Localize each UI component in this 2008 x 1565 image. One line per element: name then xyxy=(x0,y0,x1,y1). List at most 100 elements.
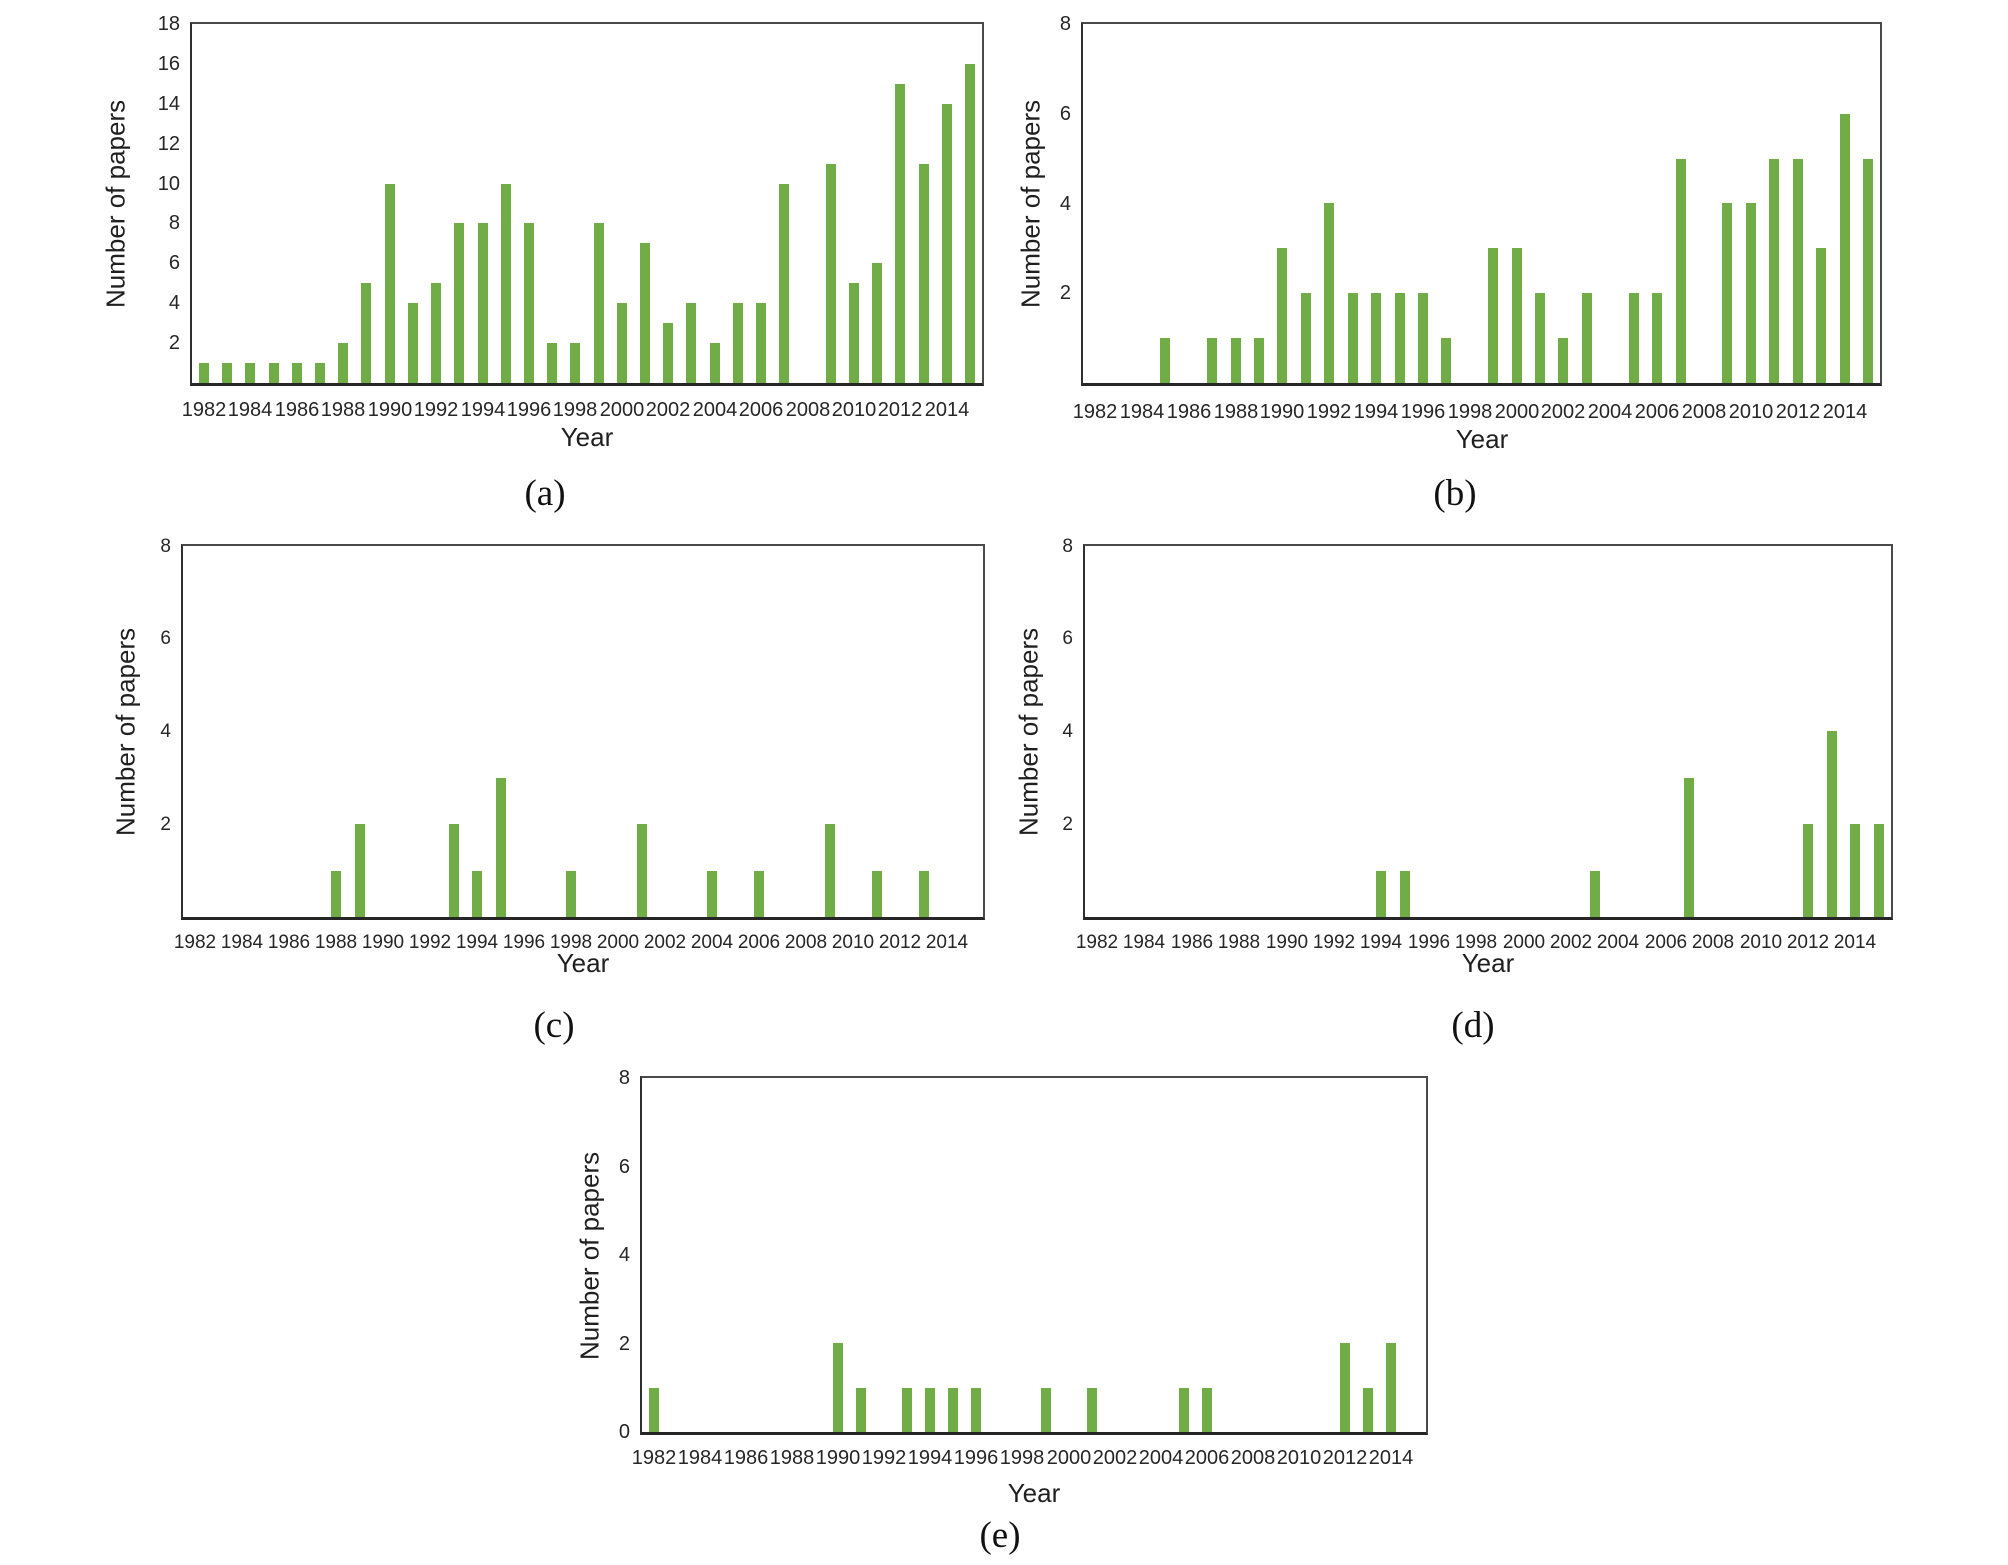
x-tick-label: 2010 xyxy=(831,399,877,421)
bar-a-1993 xyxy=(454,223,464,383)
x-tick-label: 1984 xyxy=(220,932,264,953)
x-tick-label: 2000 xyxy=(1502,932,1546,953)
subplot-caption-a: (a) xyxy=(524,473,566,514)
x-tick-label: 1988 xyxy=(1213,401,1259,423)
x-tick-label: 1984 xyxy=(227,399,273,421)
x-tick-label: 2002 xyxy=(645,399,691,421)
bar-e-1991 xyxy=(856,1388,866,1432)
bar-a-1987 xyxy=(315,363,325,383)
x-tick-label: 1998 xyxy=(552,399,598,421)
y-tick-label: 6 xyxy=(1059,103,1071,125)
y-tick-label: 14 xyxy=(157,93,180,115)
subplot-caption-b: (b) xyxy=(1433,473,1477,514)
x-tick-label: 2008 xyxy=(1691,932,1735,953)
x-tick-label: 2004 xyxy=(1138,1447,1184,1469)
y-tick-label: 6 xyxy=(1062,628,1073,649)
x-tick-label: 2006 xyxy=(1184,1447,1230,1469)
bar-c-1989 xyxy=(355,824,365,917)
x-tick-label: 2004 xyxy=(1587,401,1633,423)
bar-a-1999 xyxy=(594,223,604,383)
bar-a-1998 xyxy=(570,343,580,383)
x-tick-label: 1988 xyxy=(1217,932,1261,953)
bar-a-1984 xyxy=(245,363,255,383)
x-tick-label: 2004 xyxy=(1596,932,1640,953)
x-tick-label: 2014 xyxy=(1368,1447,1414,1469)
bar-c-2004 xyxy=(707,871,717,917)
bar-b-1996 xyxy=(1418,293,1428,383)
x-tick-label: 2014 xyxy=(1822,401,1868,423)
bar-b-2012 xyxy=(1793,159,1803,383)
plot-area-c xyxy=(181,544,985,920)
subplot-caption-c: (c) xyxy=(533,1005,575,1046)
y-tick-label: 4 xyxy=(168,292,180,314)
x-tick-label: 2002 xyxy=(1540,401,1586,423)
bar-c-2009 xyxy=(825,824,835,917)
x-tick-label: 1982 xyxy=(173,932,217,953)
x-tick-label: 1992 xyxy=(861,1447,907,1469)
y-tick-label: 10 xyxy=(157,173,180,195)
y-tick-label: 2 xyxy=(168,332,180,354)
bar-b-1994 xyxy=(1371,293,1381,383)
bar-b-2002 xyxy=(1558,338,1568,383)
bar-a-1989 xyxy=(361,283,371,383)
x-tick-label: 2014 xyxy=(924,399,970,421)
x-tick-label: 2012 xyxy=(877,399,923,421)
bar-b-2003 xyxy=(1582,293,1592,383)
x-tick-label: 1984 xyxy=(1122,932,1166,953)
plot-area-e xyxy=(640,1076,1428,1435)
bar-a-2015 xyxy=(965,64,975,383)
x-tick-label: 1984 xyxy=(677,1447,723,1469)
plot-area-b xyxy=(1081,22,1882,386)
bar-b-1985 xyxy=(1160,338,1170,383)
bar-c-1988 xyxy=(331,871,341,917)
bar-d-1994 xyxy=(1376,871,1386,917)
bar-a-1992 xyxy=(431,283,441,383)
bar-a-2006 xyxy=(756,303,766,383)
x-tick-label: 1992 xyxy=(1312,932,1356,953)
x-tick-label: 2014 xyxy=(1833,932,1877,953)
bar-b-1990 xyxy=(1277,248,1287,383)
x-tick-label: 1994 xyxy=(460,399,506,421)
y-tick-label: 8 xyxy=(618,1067,630,1089)
bar-e-2014 xyxy=(1386,1343,1396,1432)
bar-d-2003 xyxy=(1590,871,1600,917)
bar-a-1997 xyxy=(547,343,557,383)
bar-e-1993 xyxy=(902,1388,912,1432)
x-tick-label: 1998 xyxy=(999,1447,1045,1469)
y-tick-label: 8 xyxy=(1062,536,1073,557)
bar-d-1995 xyxy=(1400,871,1410,917)
bar-b-2006 xyxy=(1652,293,1662,383)
bar-a-2002 xyxy=(663,323,673,383)
bar-c-2011 xyxy=(872,871,882,917)
bar-a-2010 xyxy=(849,283,859,383)
y-tick-label: 8 xyxy=(160,536,171,557)
bar-d-2013 xyxy=(1827,731,1837,917)
x-tick-label: 1982 xyxy=(631,1447,677,1469)
x-tick-label: 2004 xyxy=(690,932,734,953)
y-tick-label: 2 xyxy=(1059,282,1071,304)
bar-a-1986 xyxy=(292,363,302,383)
bar-b-1993 xyxy=(1348,293,1358,383)
x-tick-label: 2006 xyxy=(737,932,781,953)
bar-c-1994 xyxy=(472,871,482,917)
bar-b-1991 xyxy=(1301,293,1311,383)
y-tick-label: 16 xyxy=(157,53,180,75)
y-tick-label: 8 xyxy=(168,212,180,234)
bar-e-1994 xyxy=(925,1388,935,1432)
plot-area-d xyxy=(1083,544,1893,920)
x-axis-title: Year xyxy=(1007,1478,1061,1508)
bar-b-2009 xyxy=(1722,203,1732,383)
y-tick-label: 2 xyxy=(1062,814,1073,835)
x-tick-label: 1992 xyxy=(413,399,459,421)
bar-e-1995 xyxy=(948,1388,958,1432)
bar-a-1983 xyxy=(222,363,232,383)
bar-a-2011 xyxy=(872,263,882,383)
bar-b-2010 xyxy=(1746,203,1756,383)
bar-b-2005 xyxy=(1629,293,1639,383)
x-tick-label: 1990 xyxy=(1259,401,1305,423)
y-tick-label: 8 xyxy=(1059,13,1071,35)
x-tick-label: 2010 xyxy=(1276,1447,1322,1469)
bar-e-1982 xyxy=(649,1388,659,1432)
y-tick-label: 4 xyxy=(618,1244,630,1266)
bar-a-1995 xyxy=(501,184,511,383)
